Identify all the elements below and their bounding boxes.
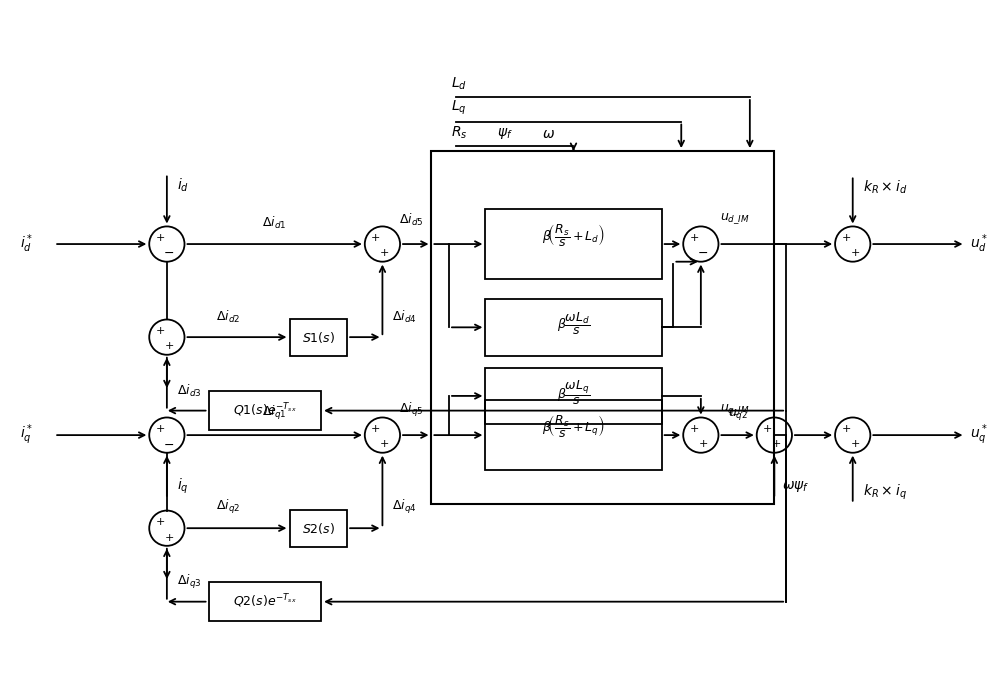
Bar xyxy=(209,391,321,430)
Text: $\Delta i_{d5}$: $\Delta i_{d5}$ xyxy=(399,212,423,228)
Text: $S2(s)$: $S2(s)$ xyxy=(302,521,335,536)
Text: $+$: $+$ xyxy=(762,423,773,433)
Bar xyxy=(290,510,347,547)
Text: $\psi_f$: $\psi_f$ xyxy=(497,126,513,141)
Text: $k_R \times i_q$: $k_R \times i_q$ xyxy=(863,482,906,502)
Text: $+$: $+$ xyxy=(155,232,165,243)
Text: $\Delta i_{q2}$: $\Delta i_{q2}$ xyxy=(216,499,240,517)
Text: $+$: $+$ xyxy=(379,438,389,449)
Text: $\beta\dfrac{\omega L_q}{s}$: $\beta\dfrac{\omega L_q}{s}$ xyxy=(557,379,590,407)
Text: $k_R \times i_d$: $k_R \times i_d$ xyxy=(863,179,907,196)
Text: $u_{q2}$: $u_{q2}$ xyxy=(728,407,748,423)
Text: $i_q$: $i_q$ xyxy=(177,476,188,496)
Text: $\Delta i_{d4}$: $\Delta i_{d4}$ xyxy=(392,309,417,326)
Text: $\beta\!\left(\dfrac{R_s}{s}+L_q\right)$: $\beta\!\left(\dfrac{R_s}{s}+L_q\right)$ xyxy=(542,414,605,440)
Text: $Q2(s)e^{-T_{sx}}$: $Q2(s)e^{-T_{sx}}$ xyxy=(233,593,297,611)
Text: $i_q^*$: $i_q^*$ xyxy=(20,423,33,447)
Text: $\Delta i_{q3}$: $\Delta i_{q3}$ xyxy=(177,573,201,591)
Text: $+$: $+$ xyxy=(155,516,165,527)
Bar xyxy=(485,209,662,280)
Bar xyxy=(485,368,662,425)
Text: $u_{d\_IM}$: $u_{d\_IM}$ xyxy=(720,212,750,227)
Text: $+$: $+$ xyxy=(379,247,389,258)
Text: $+$: $+$ xyxy=(155,325,165,336)
Text: $\Delta i_{d1}$: $\Delta i_{d1}$ xyxy=(262,215,287,232)
Bar xyxy=(209,582,321,621)
Text: $L_q$: $L_q$ xyxy=(451,98,467,117)
Text: $\omega\psi_f$: $\omega\psi_f$ xyxy=(782,479,810,493)
Text: $\beta\dfrac{\omega L_d}{s}$: $\beta\dfrac{\omega L_d}{s}$ xyxy=(557,311,590,337)
Text: $+$: $+$ xyxy=(164,532,174,543)
Bar xyxy=(290,319,347,356)
Bar xyxy=(485,400,662,471)
Text: $\omega$: $\omega$ xyxy=(542,127,555,141)
Text: $+$: $+$ xyxy=(689,423,699,433)
Text: $L_d$: $L_d$ xyxy=(451,76,467,92)
Text: $+$: $+$ xyxy=(698,438,708,449)
Text: $+$: $+$ xyxy=(689,232,699,243)
Text: $-$: $-$ xyxy=(697,247,708,260)
Text: $+$: $+$ xyxy=(850,247,860,258)
Text: $+$: $+$ xyxy=(370,423,381,433)
Text: $u_q^*$: $u_q^*$ xyxy=(970,423,988,447)
Text: $S1(s)$: $S1(s)$ xyxy=(302,330,335,345)
Text: $u_d^*$: $u_d^*$ xyxy=(970,233,988,256)
Bar xyxy=(485,299,662,356)
Text: $\Delta i_{q5}$: $\Delta i_{q5}$ xyxy=(399,401,423,420)
Text: $+$: $+$ xyxy=(164,341,174,352)
Text: $R_s$: $R_s$ xyxy=(451,125,468,141)
Text: $+$: $+$ xyxy=(155,423,165,433)
Text: $\Delta i_{d2}$: $\Delta i_{d2}$ xyxy=(216,309,240,326)
Text: $\beta\!\left(\dfrac{R_s}{s}+L_d\right)$: $\beta\!\left(\dfrac{R_s}{s}+L_d\right)$ xyxy=(542,223,605,249)
Text: $-$: $-$ xyxy=(163,247,174,260)
Text: $\Delta i_{q1}$: $\Delta i_{q1}$ xyxy=(262,405,287,423)
Text: $i_d^*$: $i_d^*$ xyxy=(20,233,33,256)
Text: $\Delta i_{q4}$: $\Delta i_{q4}$ xyxy=(392,499,417,517)
Text: $-$: $-$ xyxy=(163,438,174,451)
Text: $+$: $+$ xyxy=(841,232,851,243)
Bar xyxy=(431,151,774,504)
Text: $+$: $+$ xyxy=(771,438,781,449)
Text: $u_{q\_IM}$: $u_{q\_IM}$ xyxy=(720,403,750,418)
Text: $\Delta i_{d3}$: $\Delta i_{d3}$ xyxy=(177,383,201,399)
Text: $i_d$: $i_d$ xyxy=(177,177,189,194)
Text: $+$: $+$ xyxy=(841,423,851,433)
Text: $Q1(s)e^{-T_{sx}}$: $Q1(s)e^{-T_{sx}}$ xyxy=(233,402,297,420)
Text: $+$: $+$ xyxy=(370,232,381,243)
Text: $+$: $+$ xyxy=(850,438,860,449)
